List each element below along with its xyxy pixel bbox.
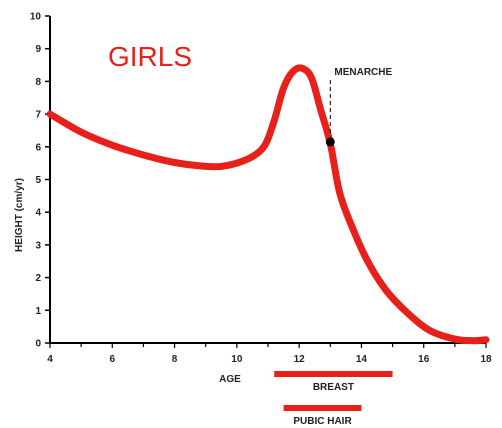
pubic-hair-range-bar <box>283 405 362 411</box>
breast-range-bar <box>274 371 393 377</box>
x-tick-label: 14 <box>356 354 368 365</box>
x-tick-label: 6 <box>110 354 116 365</box>
y-tick-label: 6 <box>35 142 41 153</box>
y-tick-label: 0 <box>35 339 41 350</box>
breast-range-label: BREAST <box>313 382 354 393</box>
y-tick-label: 4 <box>35 208 41 219</box>
x-tick-label: 18 <box>480 354 492 365</box>
y-tick-label: 1 <box>35 306 41 317</box>
x-tick-label: 8 <box>172 354 178 365</box>
menarche-label: MENARCHE <box>334 67 392 78</box>
y-tick-label: 10 <box>30 12 42 23</box>
y-tick-label: 9 <box>35 44 41 55</box>
series-line <box>46 64 490 345</box>
y-axis-ticks: 0 1 2 3 4 5 6 7 8 9 10 <box>30 12 50 350</box>
menarche-marker <box>325 137 335 147</box>
x-tick-label: 16 <box>418 354 430 365</box>
x-axis-ticks: 4 6 8 10 12 14 16 18 <box>47 343 492 365</box>
chart-title: GIRLS <box>108 41 192 72</box>
y-axis-title: HEIGHT (cm/yr) <box>14 178 25 252</box>
pubic-hair-range-label: PUBIC HAIR <box>293 416 352 427</box>
y-tick-label: 2 <box>35 273 41 284</box>
y-tick-label: 3 <box>35 240 41 251</box>
x-axis-title: AGE <box>219 374 241 385</box>
x-tick-label: 12 <box>294 354 306 365</box>
y-tick-label: 7 <box>35 110 41 121</box>
y-tick-label: 5 <box>35 175 41 186</box>
y-tick-label: 8 <box>35 77 41 88</box>
x-tick-label: 4 <box>47 354 53 365</box>
x-tick-label: 10 <box>231 354 243 365</box>
